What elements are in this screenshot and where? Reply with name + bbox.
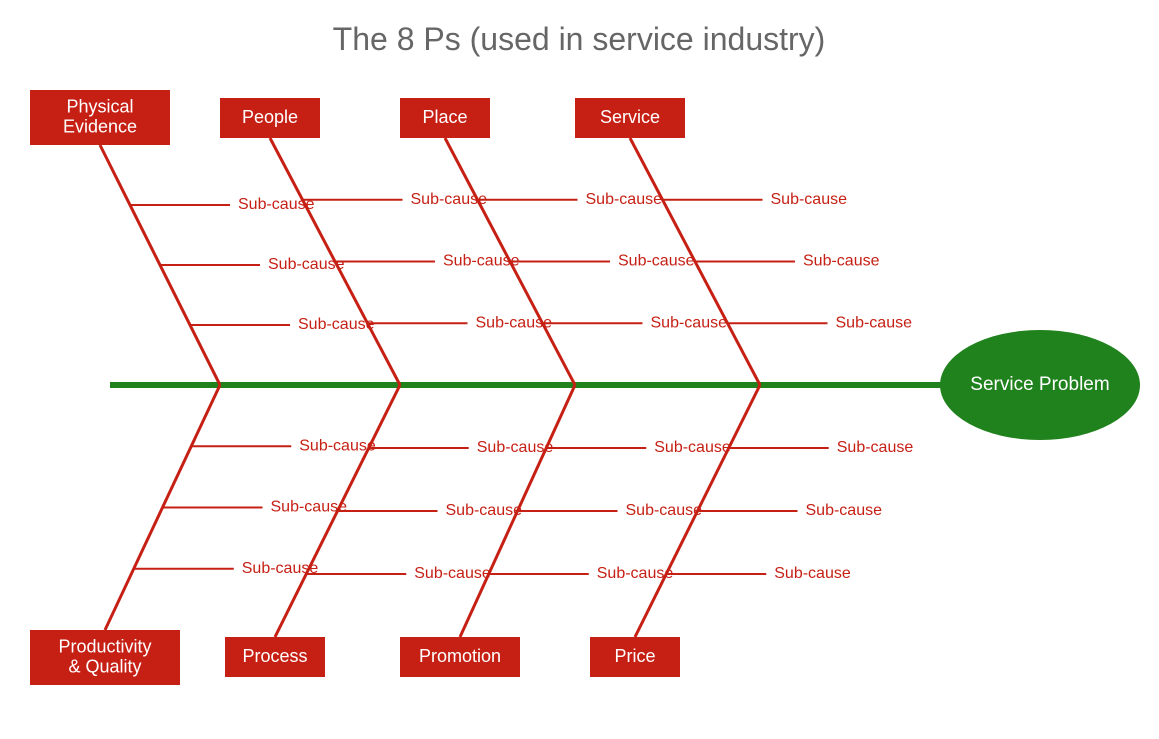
category-label: Physical xyxy=(66,96,133,116)
category-label: Place xyxy=(422,107,467,127)
sub-cause-label: Sub-cause xyxy=(654,439,731,456)
sub-cause-label: Sub-cause xyxy=(299,437,376,454)
sub-cause-label: Sub-cause xyxy=(298,316,375,333)
sub-cause-label: Sub-cause xyxy=(414,565,491,582)
category-label: Service xyxy=(600,107,660,127)
diagram-title: The 8 Ps (used in service industry) xyxy=(333,21,826,57)
category-label: Productivity xyxy=(58,636,151,656)
category-label: Evidence xyxy=(63,116,137,136)
fishbone-diagram: The 8 Ps (used in service industry) Servi… xyxy=(0,0,1159,739)
sub-cause-label: Sub-cause xyxy=(586,191,663,208)
head-label: Service Problem xyxy=(970,374,1109,395)
sub-cause-label: Sub-cause xyxy=(837,439,914,456)
sub-cause-label: Sub-cause xyxy=(806,502,883,519)
category-label: Process xyxy=(242,646,307,666)
sub-cause-label: Sub-cause xyxy=(477,439,554,456)
sub-cause-label: Sub-cause xyxy=(803,253,880,270)
sub-cause-label: Sub-cause xyxy=(446,502,523,519)
category-label: People xyxy=(242,107,298,127)
sub-cause-label: Sub-cause xyxy=(771,191,848,208)
category-label: & Quality xyxy=(68,656,141,676)
category-label: Price xyxy=(614,646,655,666)
sub-cause-label: Sub-cause xyxy=(836,314,913,331)
sub-cause-label: Sub-cause xyxy=(651,314,728,331)
sub-cause-label: Sub-cause xyxy=(774,565,851,582)
sub-cause-label: Sub-cause xyxy=(618,253,695,270)
sub-cause-label: Sub-cause xyxy=(626,502,703,519)
category-label: Promotion xyxy=(419,646,501,666)
